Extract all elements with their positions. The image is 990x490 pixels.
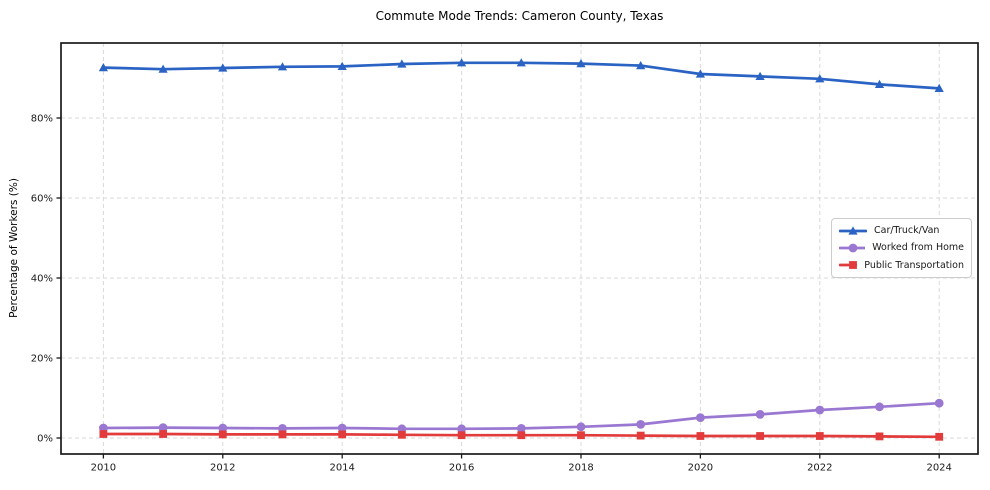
data-point-triangle [218,63,228,72]
legend-item-public-transportation: Public Transportation [839,259,964,271]
data-point-triangle [934,83,944,92]
data-point-triangle [277,62,288,71]
data-point-triangle [636,61,646,70]
data-point-triangle [815,74,825,83]
data-point-square [517,431,526,440]
data-point-triangle [516,58,526,67]
data-point-circle [457,424,466,434]
x-tick-label: 2016 [449,463,474,474]
data-point-square [218,430,227,439]
data-point-circle [218,423,228,433]
data-point-square [935,432,944,441]
x-tick-label: 2014 [329,463,354,474]
legend-triangle-marker-icon [839,226,867,235]
data-point-triangle [337,61,347,70]
legend-label: Public Transportation [864,259,964,271]
data-point-square [99,430,108,438]
data-point-circle [695,413,705,422]
x-tick-label: 2010 [91,463,116,474]
legend: Car/Truck/Van Worked from Home Public Tran… [831,218,972,278]
y-tick-label: 60% [31,194,53,205]
data-point-circle [636,420,646,429]
x-tick-label: 2022 [807,463,832,474]
data-point-triangle [397,59,407,68]
legend-item-car-truck-van: Car/Truck/Van [839,225,964,237]
plot-border [60,42,979,455]
x-tick-label: 2020 [688,463,713,474]
y-tick-label: 20% [31,354,53,365]
data-point-circle [934,398,944,408]
legend-circle-marker-icon [839,243,866,253]
data-point-circle [337,423,347,433]
data-point-triangle [158,64,168,73]
data-point-square [756,432,764,440]
data-point-triangle [874,79,885,88]
legend-label: Car/Truck/Van [874,225,940,237]
data-point-circle [875,402,884,412]
data-point-circle [815,405,825,415]
chart-title: Commute Mode Trends: Cameron County, Tex… [375,9,664,23]
data-point-square [278,430,287,439]
data-point-square [875,432,884,441]
y-tick-label: 80% [31,114,53,125]
y-tick-label: 0% [37,434,53,445]
data-point-square [457,431,466,440]
data-point-triangle [695,69,705,78]
data-point-circle [576,422,586,432]
series-line-car-truck-van [102,61,941,90]
data-point-square [397,430,406,439]
y-tick-label: 40% [31,274,53,285]
x-tick-label: 2024 [926,463,951,474]
data-point-square [696,432,705,440]
data-point-square [159,430,167,438]
x-tick-label: 2018 [568,463,593,474]
data-point-triangle [98,63,108,72]
legend-square-marker-icon [839,261,858,270]
data-point-triangle [456,58,467,67]
x-tick-label: 2012 [210,463,235,474]
data-point-square [577,431,585,440]
data-point-circle [158,423,168,432]
data-point-circle [755,410,765,419]
data-point-square [636,431,645,440]
data-point-triangle [576,59,586,68]
data-point-square [338,430,347,439]
data-point-triangle [755,71,765,80]
legend-label: Worked from Home [872,242,964,254]
data-point-square [815,432,824,440]
legend-item-worked-from-home: Worked from Home [839,242,964,254]
data-point-circle [516,424,526,433]
